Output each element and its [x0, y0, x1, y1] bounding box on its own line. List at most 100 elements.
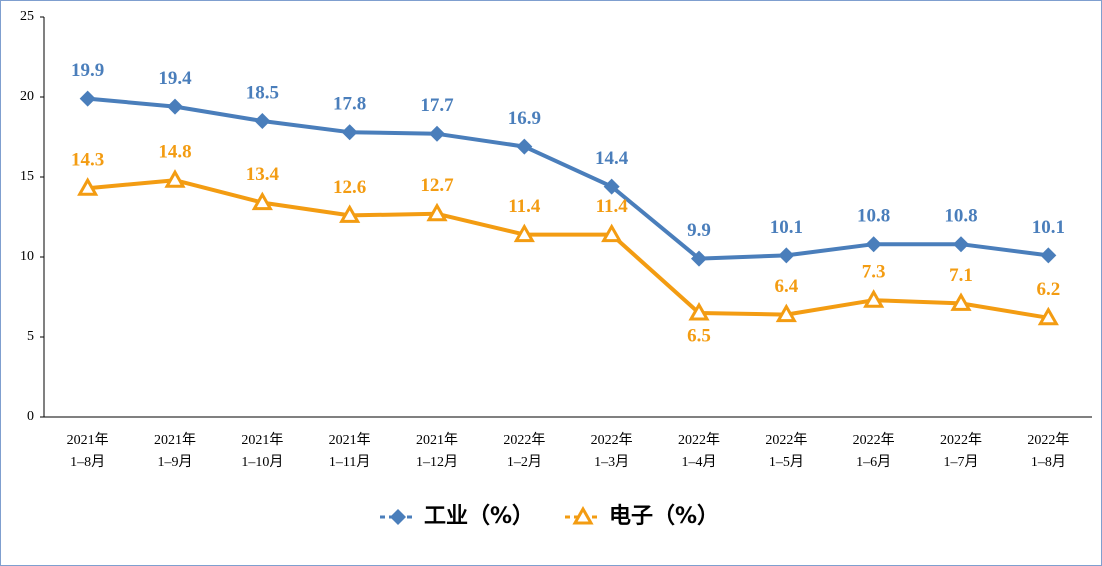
value-label: 9.9 [687, 220, 711, 241]
x-tick-label: 2021年 1–10月 [241, 432, 283, 470]
value-label: 12.7 [420, 175, 454, 196]
x-tick-line: 1–3月 [594, 454, 629, 470]
x-tick-label: 2022年 1–5月 [765, 432, 807, 470]
point [426, 202, 448, 222]
x-tick-line: 1–8月 [70, 454, 105, 470]
x-tick-line: 2022年 [940, 432, 982, 448]
x-tick-line: 2021年 [67, 432, 109, 448]
point [775, 303, 797, 323]
point [390, 509, 406, 525]
point [339, 204, 361, 223]
point [167, 98, 183, 115]
legend-marker [572, 505, 594, 525]
value-label: 6.2 [1036, 279, 1060, 300]
point [1040, 247, 1057, 264]
x-tick-line: 1–10月 [241, 454, 283, 470]
point [778, 247, 795, 264]
x-tick-line: 2022年 [765, 432, 807, 448]
value-label: 7.1 [949, 265, 973, 286]
y-tick-label: 0 [27, 409, 34, 424]
legend-label: 工业（%） [424, 504, 534, 529]
point [77, 177, 99, 196]
y-tick-label: 10 [20, 249, 34, 264]
x-tick-line: 1–2月 [507, 454, 542, 470]
legend-label: 电子（%） [609, 504, 719, 529]
value-label: 10.8 [857, 206, 890, 227]
x-tick-line: 2022年 [678, 432, 720, 448]
y-tick-label: 5 [27, 329, 34, 344]
point [164, 169, 186, 188]
point [251, 191, 273, 211]
value-label: 11.4 [508, 196, 541, 217]
x-tick-line: 1–8月 [1031, 454, 1066, 470]
x-tick-line: 1–7月 [944, 454, 979, 470]
value-label: 14.8 [158, 142, 191, 163]
x-tick-line: 1–11月 [329, 454, 370, 470]
value-label: 12.6 [333, 177, 366, 198]
x-tick-label: 2022年 1–3月 [591, 432, 633, 470]
value-label: 14.4 [595, 148, 629, 169]
point [516, 138, 533, 155]
x-tick-line: 2022年 [591, 432, 633, 448]
point [341, 124, 358, 141]
value-label: 10.1 [770, 217, 803, 238]
point [950, 292, 972, 311]
point [863, 289, 885, 308]
point [79, 90, 96, 107]
value-label: 16.9 [508, 108, 541, 129]
point [691, 250, 707, 267]
series-line [87, 96, 1049, 261]
x-tick-label: 2022年 1–2月 [503, 432, 545, 470]
x-tick-label: 2022年 1–8月 [1027, 432, 1069, 470]
value-label: 18.5 [246, 82, 279, 103]
value-label: 13.4 [246, 164, 280, 185]
value-label: 17.8 [333, 94, 366, 115]
x-tick-label: 2021年 1–11月 [329, 432, 371, 470]
point [429, 125, 445, 142]
value-label: 17.7 [420, 95, 454, 116]
x-tick-line: 2022年 [503, 432, 545, 448]
x-tick-line: 2021年 [329, 432, 371, 448]
value-label: 6.5 [687, 325, 711, 346]
point [865, 236, 882, 253]
point [513, 223, 535, 243]
x-tick-line: 2021年 [416, 432, 458, 448]
y-tick-label: 25 [20, 9, 34, 24]
x-tick-line: 1–4月 [682, 454, 717, 470]
value-label: 19.4 [158, 68, 192, 89]
value-label: 10.8 [944, 206, 977, 227]
x-tick-label: 2021年 1–12月 [416, 432, 458, 470]
value-label: 14.3 [71, 150, 104, 171]
x-tick-line: 1–6月 [856, 454, 891, 470]
value-label: 11.4 [596, 196, 629, 217]
point [688, 301, 710, 321]
point [254, 113, 271, 129]
point [953, 236, 969, 253]
x-tick-label: 2022年 1–4月 [678, 432, 720, 470]
x-tick-line: 1–12月 [416, 454, 458, 470]
x-tick-line: 2022年 [853, 432, 895, 448]
point [601, 223, 623, 243]
point [603, 178, 620, 195]
x-tick-line: 2021年 [154, 432, 196, 448]
value-label: 10.1 [1032, 217, 1065, 238]
series-line [87, 178, 1049, 320]
x-tick-label: 2022年 1–7月 [940, 432, 982, 470]
x-tick-line: 2022年 [1027, 432, 1069, 448]
x-tick-line: 2021年 [241, 432, 283, 448]
point [572, 505, 594, 525]
value-label: 7.3 [862, 262, 886, 283]
x-tick-line: 1–5月 [769, 454, 804, 470]
y-tick-label: 15 [20, 169, 34, 184]
value-label: 19.9 [71, 60, 104, 81]
x-tick-label: 2021年 1–9月 [154, 432, 196, 470]
legend-marker [390, 509, 406, 525]
x-tick-label: 2022年 1–6月 [853, 432, 895, 470]
x-tick-line: 1–9月 [158, 454, 193, 470]
point [1037, 306, 1059, 326]
x-tick-label: 2021年 1–8月 [67, 432, 109, 470]
value-label: 6.4 [774, 276, 798, 297]
y-tick-label: 20 [20, 89, 34, 104]
